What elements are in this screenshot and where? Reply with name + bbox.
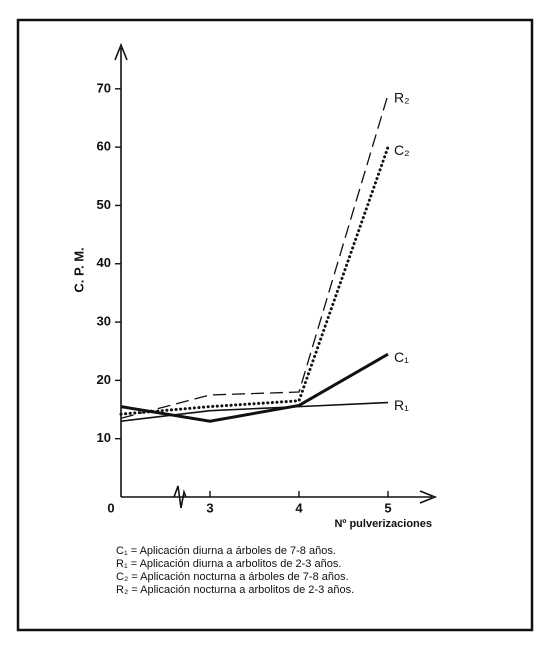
y-tick-label: 20 — [97, 372, 111, 387]
y-axis-label: C. P. M. — [71, 247, 86, 292]
legend-note: R₂ = Aplicación nocturna a arbolitos de … — [116, 584, 354, 596]
series-line — [120, 401, 389, 422]
axis-break — [173, 485, 187, 509]
legend-note: C₁ = Aplicación diurna a árboles de 7-8 … — [116, 545, 336, 557]
x-arrow — [419, 490, 438, 504]
series-line — [120, 352, 389, 423]
series-line — [120, 94, 389, 419]
series-label: C₂ — [394, 142, 410, 158]
y-tick-label: 70 — [97, 80, 111, 95]
x-tick-label: 3 — [206, 500, 213, 515]
legend-note: R₁ = Aplicación diurna a arbolitos de 2-… — [116, 558, 341, 570]
y-tick-label: 30 — [97, 314, 111, 329]
frame — [16, 18, 534, 632]
x-tick-label: 0 — [107, 500, 114, 515]
y-tick-label: 50 — [97, 197, 111, 212]
x-tick-label: 4 — [295, 500, 303, 515]
y-tick-label: 60 — [97, 139, 111, 154]
series-label: C₁ — [394, 349, 409, 365]
y-tick-label: 40 — [97, 255, 111, 270]
y-arrow — [114, 42, 128, 61]
x-tick-label: 5 — [384, 500, 391, 515]
series-label: R₁ — [394, 397, 409, 413]
series-label: R₂ — [394, 89, 410, 105]
series-line — [119, 145, 390, 416]
legend-note: C₂ = Aplicación nocturna a árboles de 7-… — [116, 571, 349, 583]
x-axis-label: Nº pulverizaciones — [334, 518, 432, 530]
y-tick-label: 10 — [97, 430, 111, 445]
